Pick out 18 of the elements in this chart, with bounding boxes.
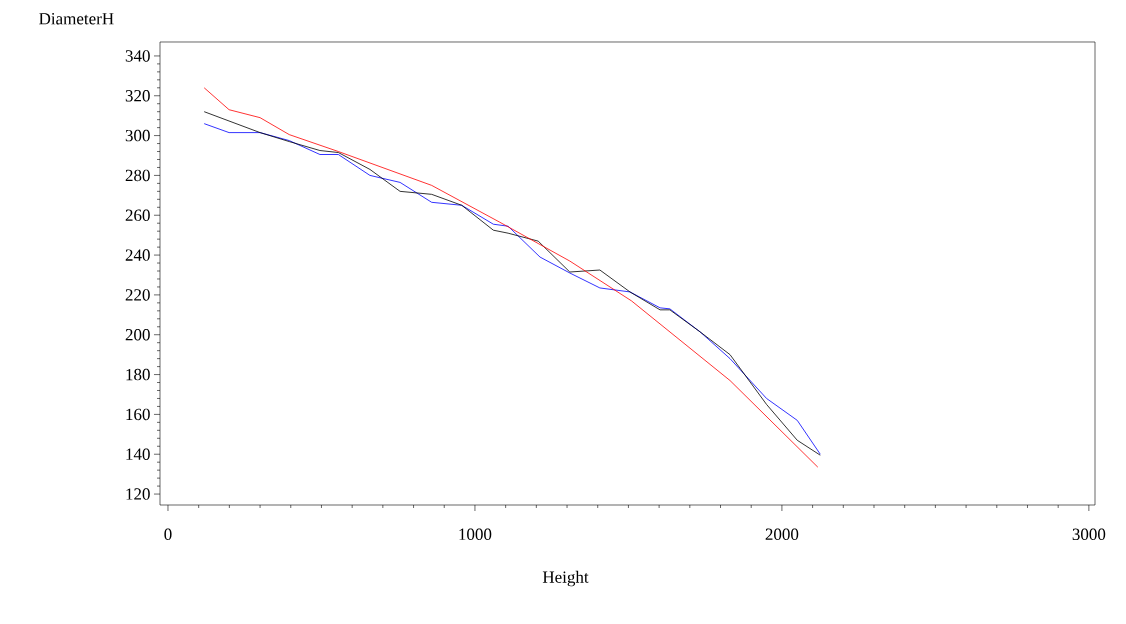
y-tick-label: 280 (125, 169, 150, 182)
y-tick-label: 120 (126, 488, 150, 500)
y-tick-label: 140 (126, 448, 150, 460)
y-tick-label: 300 (125, 129, 150, 142)
y-tick-label: 180 (126, 368, 150, 381)
x-tick-label: 0 (164, 528, 172, 541)
y-tick-label: 200 (125, 329, 150, 341)
y-tick-label: 320 (125, 90, 150, 102)
y-tick-label: 260 (125, 209, 150, 221)
y-tick-label: 340 (125, 50, 150, 62)
x-tick-label: 2000 (765, 528, 799, 541)
x-tick-label: 1000 (459, 528, 492, 541)
y-tick-label: 160 (126, 408, 150, 421)
y-tick-label: 240 (125, 249, 150, 261)
y-axis-title: DiameterH (39, 13, 114, 25)
x-axis-title: Height (542, 570, 589, 587)
y-tick-label: 220 (125, 289, 150, 301)
x-tick-label: 3000 (1072, 528, 1106, 541)
